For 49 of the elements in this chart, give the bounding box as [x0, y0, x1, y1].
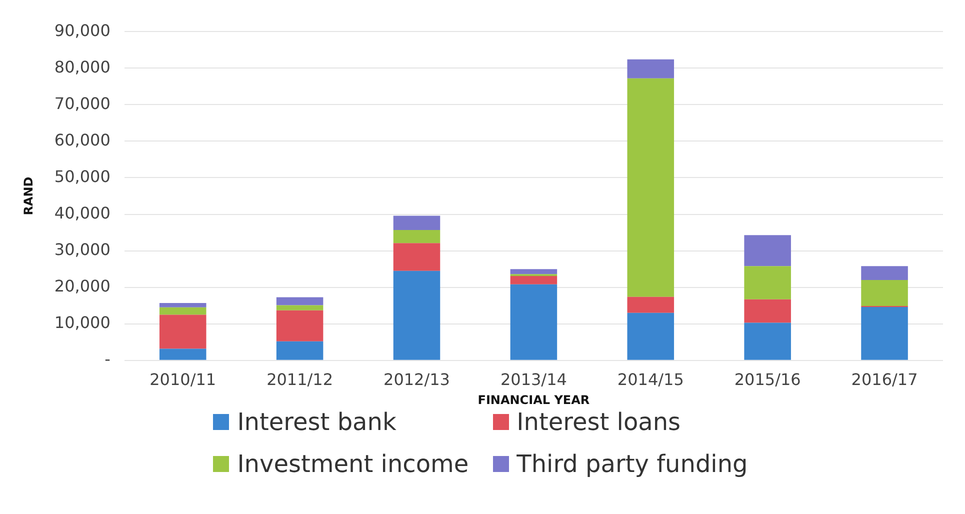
bar	[159, 314, 206, 349]
legend-label: Interest loans	[516, 408, 681, 436]
bar	[744, 322, 791, 360]
bar	[744, 235, 791, 266]
y-tick-label: 70,000	[54, 94, 110, 113]
bar	[393, 270, 440, 360]
bar	[627, 296, 674, 313]
bar	[159, 307, 206, 315]
legend-label: Investment income	[237, 450, 469, 478]
x-tick-label: 2010/11	[150, 370, 216, 390]
x-tick-label: 2013/14	[500, 370, 567, 390]
bar	[276, 341, 324, 360]
x-tick-label: 2014/15	[617, 370, 684, 390]
y-tick-label: 80,000	[54, 57, 110, 76]
bar	[159, 303, 206, 308]
bar	[510, 276, 558, 284]
y-tick-label: 10,000	[54, 313, 110, 332]
x-axis-title: FINANCIAL YEAR	[478, 392, 590, 407]
bar	[510, 269, 558, 274]
y-tick-label: 60,000	[54, 130, 110, 150]
y-tick-label: 20,000	[54, 276, 110, 296]
y-tick-label: 90,000	[54, 20, 110, 40]
y-tick-label: 30,000	[54, 240, 110, 259]
y-tick-label: 50,000	[54, 166, 110, 186]
y-tick-label: 40,000	[54, 203, 110, 222]
bar	[627, 59, 674, 78]
bar	[861, 280, 908, 306]
x-tick-label: 2015/16	[734, 370, 801, 390]
x-tick-label: 2011/12	[266, 370, 334, 390]
bar	[393, 216, 440, 230]
y-tick-label: -	[104, 350, 110, 369]
legend-label: Third party funding	[516, 450, 748, 478]
bar	[393, 243, 440, 271]
bar	[276, 310, 324, 342]
bar	[627, 312, 674, 360]
bar	[744, 299, 791, 323]
x-tick-label: 2012/13	[384, 370, 450, 390]
bar	[393, 230, 440, 244]
bar	[159, 348, 206, 360]
bar	[861, 266, 908, 280]
x-tick-label: 2016/17	[851, 370, 918, 390]
bar	[276, 305, 324, 310]
bar	[627, 78, 674, 297]
bar	[510, 284, 558, 360]
bar	[276, 297, 324, 306]
bar	[744, 266, 791, 300]
bar	[861, 307, 908, 360]
y-axis-title: RAND	[21, 176, 36, 216]
legend-label: Interest bank	[237, 408, 396, 436]
